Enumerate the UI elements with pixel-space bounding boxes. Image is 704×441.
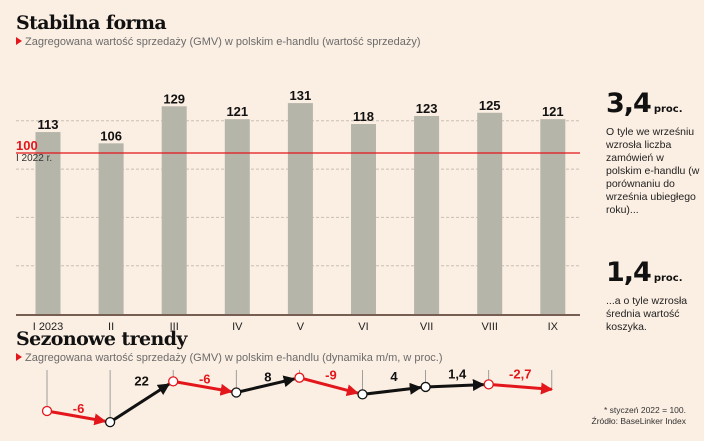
stat-basket-unit: proc. [653, 273, 683, 284]
bar [351, 124, 376, 315]
trend-arrow [109, 382, 171, 424]
trend-arrow [362, 382, 422, 396]
bar-value-labels: 113 106 129 121 131 118 123 125 121 [38, 88, 564, 143]
x-tick-label: I 2023 [33, 321, 64, 333]
bar-value-label: 121 [226, 104, 248, 119]
bar [161, 106, 187, 314]
triangle-bullet-icon [16, 37, 22, 45]
trend-arrow [235, 375, 296, 394]
bar-value-label: 131 [290, 88, 312, 103]
bottom-chart-title: Sezonowe trendy [16, 328, 187, 350]
trend-value-label: -9 [325, 368, 337, 383]
trend-arrow [425, 379, 485, 392]
trend-point [104, 416, 116, 428]
trend-arrow [488, 382, 553, 395]
bottom-chart-subtitle: Zagregowana wartość sprzedaży (GMV) w po… [16, 352, 443, 364]
stat-orders-number: 3,4 [606, 88, 652, 119]
stat-orders-unit: proc. [653, 104, 683, 115]
stat-orders-value: 3,4 proc. [606, 88, 683, 119]
bar-value-label: 113 [38, 117, 59, 132]
top-chart-subtitle: Zagregowana wartość sprzedaży (GMV) w po… [16, 36, 421, 48]
trend-point [357, 389, 368, 400]
trend-point [231, 387, 242, 398]
trend-value-label: 1,4 [448, 366, 467, 381]
x-tick-label: IV [232, 321, 243, 333]
trend-point [483, 379, 494, 390]
stat-basket-text: ...a o tyle wzrosła średnia wartość kosz… [606, 295, 688, 333]
trend-value-label: -6 [73, 401, 85, 416]
footnote-source: Źródło: BaseLinker Index [591, 416, 687, 426]
bar [98, 143, 124, 314]
trend-point [294, 372, 305, 383]
bottom-chart-subtitle-text: Zagregowana wartość sprzedaży (GMV) w po… [25, 352, 443, 364]
triangle-bullet-icon [16, 353, 22, 361]
bar [477, 112, 503, 314]
x-tick-label: V [297, 321, 305, 333]
trend-arrow [172, 379, 233, 396]
bar-value-label: 125 [479, 98, 501, 113]
x-tick-label: VII [420, 321, 433, 333]
bars [35, 103, 566, 315]
bar [540, 119, 566, 314]
footnote-base: * styczeń 2022 = 100. [604, 405, 686, 415]
reference-sub-label: I 2022 r. [16, 153, 53, 164]
trend-value-label: -6 [199, 371, 211, 386]
stat-orders-text: O tyle we wrześniu wzrosła liczba zamówi… [606, 126, 700, 216]
stat-basket-value: 1,4 proc. [606, 257, 683, 288]
x-tick-labels: I 2023 II III IV V VI VII VIII IX [33, 321, 559, 333]
bar-value-label: 123 [416, 101, 438, 116]
x-tick-label: VIII [481, 321, 498, 333]
trend-point [41, 405, 53, 417]
trend-arrow [46, 409, 107, 426]
trend-chart: -6 22 -6 8 -9 4 1,4 -2,7 [41, 366, 553, 428]
x-tick-label: III [170, 321, 179, 333]
trend-arrow [299, 376, 359, 397]
reference-value-label: 100 [16, 138, 38, 153]
x-tick-label: II [108, 321, 114, 333]
top-chart-title: Stabilna forma [16, 12, 167, 34]
x-tick-label: VI [358, 321, 368, 333]
bar-value-label: 106 [100, 128, 122, 143]
trend-point [168, 376, 179, 387]
bar [414, 115, 440, 314]
x-tick-label: IX [548, 321, 559, 333]
bar [287, 103, 313, 314]
stat-basket-number: 1,4 [606, 257, 652, 288]
footnote: * styczeń 2022 = 100. Źródło: BaseLinker… [592, 405, 687, 427]
trend-value-label: 4 [390, 369, 398, 384]
trend-value-label: 22 [134, 373, 148, 388]
bar-value-label: 129 [163, 91, 185, 106]
top-chart-subtitle-text: Zagregowana wartość sprzedaży (GMV) w po… [25, 36, 421, 48]
trend-value-label: -2,7 [509, 366, 531, 381]
bar [35, 132, 61, 314]
trend-point [420, 381, 431, 393]
trend-value-label: 8 [264, 370, 271, 385]
bar [224, 119, 250, 314]
bar-value-label: 118 [353, 109, 374, 124]
bar-value-label: 121 [542, 104, 564, 119]
